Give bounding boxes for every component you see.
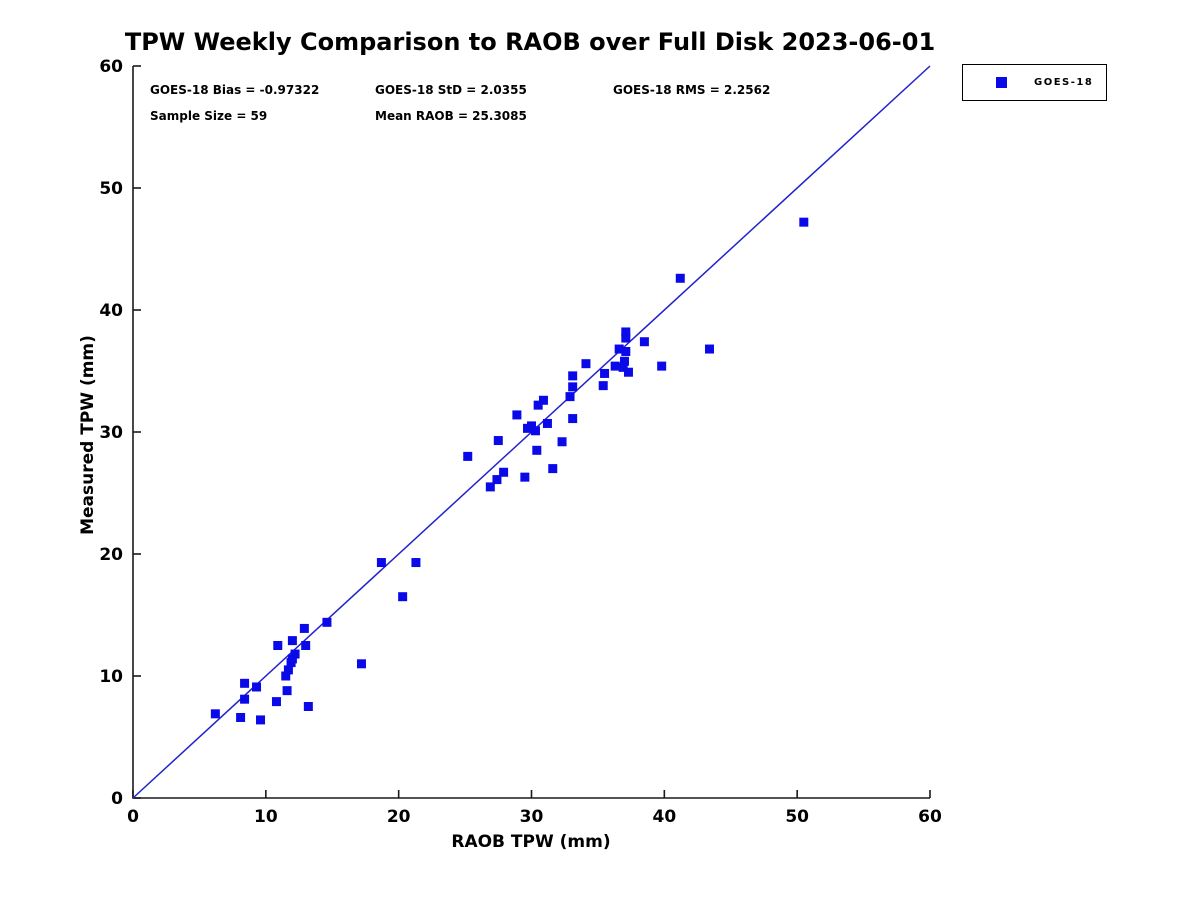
scatter-point — [532, 445, 542, 455]
scatter-point — [565, 392, 575, 402]
scatter-point — [398, 592, 408, 602]
chart-title: TPW Weekly Comparison to RAOB over Full … — [124, 28, 936, 56]
scatter-point — [210, 709, 220, 719]
scatter-point — [533, 400, 543, 410]
scatter-point — [598, 381, 608, 391]
x-tick-label: 50 — [785, 807, 809, 827]
scatter-point — [581, 359, 591, 369]
x-tick-label: 60 — [918, 807, 942, 827]
scatter-point — [520, 472, 530, 482]
scatter-point — [303, 702, 313, 711]
x-axis-label: RAOB TPW (mm) — [451, 832, 611, 852]
scatter-point — [290, 649, 300, 659]
scatter-point — [286, 658, 296, 668]
scatter-point — [499, 467, 509, 477]
scatter-point — [236, 712, 246, 722]
stat-sample-size: Sample Size = 59 — [150, 109, 268, 123]
scatter-point — [557, 437, 567, 447]
y-tick-label: 40 — [99, 301, 123, 321]
scatter-point — [639, 337, 649, 347]
scatter-point — [271, 697, 281, 707]
stat-mean-raob: Mean RAOB = 25.3085 — [375, 109, 527, 123]
scatter-point — [411, 558, 421, 568]
scatter-point — [283, 665, 293, 675]
scatter-point — [299, 623, 309, 633]
scatter-point — [618, 362, 628, 372]
scatter-point — [256, 715, 266, 725]
stat-rms: GOES-18 RMS = 2.2562 — [613, 83, 771, 97]
scatter-point — [492, 475, 502, 485]
y-tick-label: 10 — [99, 667, 123, 687]
legend-marker-icon — [996, 77, 1007, 88]
scatter-point — [356, 659, 366, 669]
scatter-point — [704, 344, 714, 354]
scatter-point — [610, 361, 620, 371]
scatter-point — [657, 361, 667, 371]
scatter-point — [621, 333, 631, 343]
x-tick-label: 40 — [652, 807, 676, 827]
scatter-point — [568, 414, 578, 424]
x-tick-label: 30 — [520, 807, 544, 827]
scatter-point — [301, 641, 311, 650]
scatter-point — [240, 694, 250, 704]
scatter-point — [376, 558, 386, 568]
scatter-point — [485, 482, 495, 492]
scatter-point — [621, 327, 631, 337]
x-tick-label: 0 — [127, 807, 139, 827]
y-tick-label: 30 — [99, 423, 123, 443]
scatter-point — [282, 686, 292, 696]
scatter-point — [527, 421, 536, 431]
y-tick-label: 60 — [99, 57, 123, 77]
stat-std: GOES-18 StD = 2.0355 — [375, 83, 527, 97]
scatter-point — [322, 617, 332, 627]
scatter-point — [614, 344, 624, 354]
scatter-point — [240, 678, 250, 688]
scatter-point — [675, 273, 685, 283]
scatter-point — [568, 382, 578, 392]
scatter-point — [619, 356, 629, 366]
y-axis-label: Measured TPW (mm) — [78, 335, 98, 535]
scatter-point — [273, 641, 283, 650]
scatter-point — [621, 346, 631, 356]
scatter-point — [463, 451, 473, 461]
y-tick-label: 0 — [111, 789, 123, 809]
scatter-point — [799, 217, 809, 227]
scatter-point — [493, 436, 503, 446]
x-tick-label: 20 — [387, 807, 411, 827]
legend-label: GOES-18 — [1034, 77, 1094, 88]
scatter-point — [623, 367, 633, 377]
scatter-point — [548, 464, 558, 474]
legend: GOES-18 — [962, 64, 1107, 101]
y-tick-label: 20 — [99, 545, 123, 565]
scatter-point — [600, 368, 610, 378]
scatter-point — [252, 682, 262, 692]
y-tick-label: 50 — [99, 179, 123, 199]
scatter-point — [281, 671, 291, 681]
scatter-point — [512, 410, 522, 420]
x-tick-label: 10 — [254, 807, 278, 827]
scatter-point — [568, 371, 578, 381]
scatter-point — [287, 636, 297, 646]
scatter-point — [542, 418, 552, 428]
scatter-point — [538, 395, 548, 405]
scatter-point — [530, 426, 540, 436]
stat-bias: GOES-18 Bias = -0.97322 — [150, 83, 320, 97]
